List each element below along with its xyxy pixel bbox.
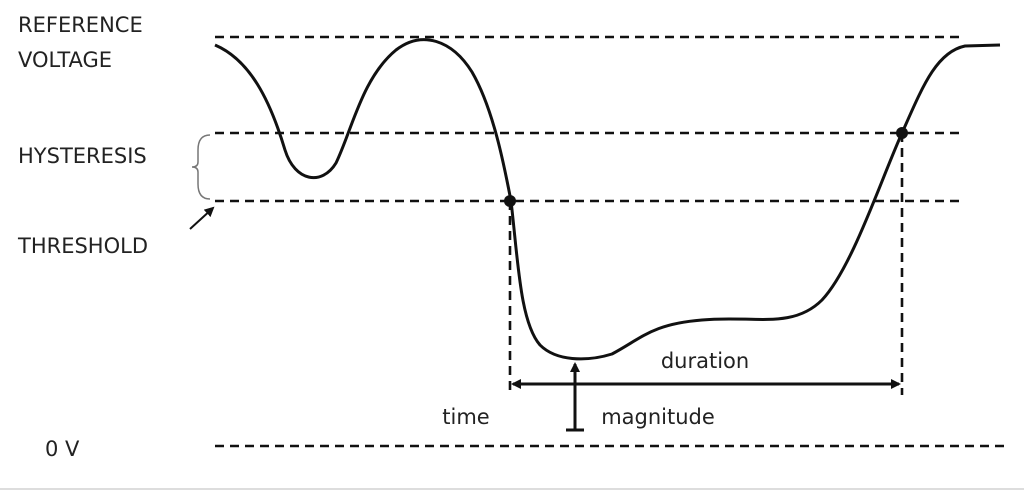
label: HYSTERESIS [18, 144, 147, 168]
end-point [896, 127, 908, 139]
signal-curve [214, 38, 1001, 361]
annotation: magnitude [601, 405, 715, 429]
label: 0 V [45, 437, 80, 461]
start-point [504, 195, 516, 207]
annotation: time [442, 405, 489, 429]
annotation: duration [661, 349, 749, 373]
label: VOLTAGE [18, 48, 112, 72]
label: THRESHOLD [17, 234, 148, 258]
label: REFERENCE [18, 13, 143, 37]
hysteresis-brace [191, 134, 211, 200]
threshold-pointer [189, 206, 215, 230]
